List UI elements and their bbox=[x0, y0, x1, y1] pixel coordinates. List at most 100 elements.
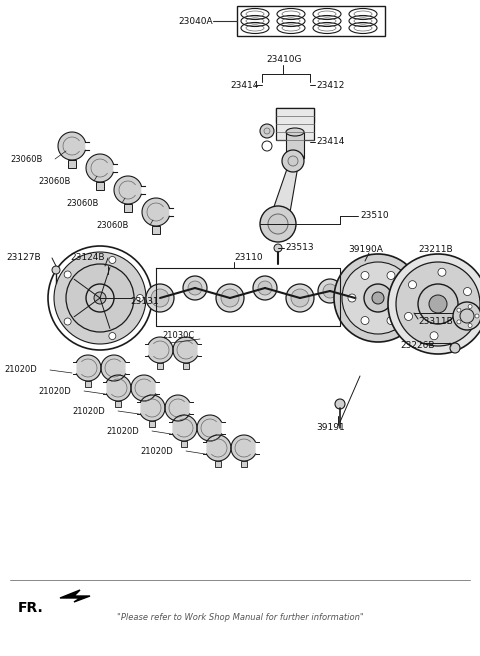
Circle shape bbox=[464, 287, 471, 296]
Circle shape bbox=[286, 284, 314, 312]
Circle shape bbox=[335, 399, 345, 409]
Circle shape bbox=[52, 266, 60, 274]
Circle shape bbox=[468, 323, 472, 327]
Polygon shape bbox=[172, 415, 197, 441]
Polygon shape bbox=[206, 435, 231, 461]
Bar bbox=[181, 441, 187, 447]
Circle shape bbox=[183, 276, 207, 300]
Circle shape bbox=[361, 316, 369, 325]
Circle shape bbox=[475, 314, 479, 318]
Circle shape bbox=[438, 268, 446, 276]
Circle shape bbox=[342, 262, 414, 334]
Text: 23124B: 23124B bbox=[70, 253, 105, 262]
Text: 23060B: 23060B bbox=[38, 176, 71, 186]
Circle shape bbox=[468, 304, 472, 308]
Polygon shape bbox=[173, 337, 198, 363]
Circle shape bbox=[323, 284, 337, 298]
Text: 23226B: 23226B bbox=[400, 342, 434, 350]
Circle shape bbox=[109, 333, 116, 340]
Circle shape bbox=[288, 156, 298, 166]
Bar bbox=[141, 401, 147, 407]
Polygon shape bbox=[231, 435, 255, 461]
Text: 21020D: 21020D bbox=[106, 426, 139, 436]
Circle shape bbox=[387, 316, 395, 325]
Circle shape bbox=[400, 294, 408, 302]
Circle shape bbox=[268, 214, 288, 234]
Circle shape bbox=[136, 295, 144, 302]
Bar bbox=[276, 108, 314, 122]
Circle shape bbox=[405, 312, 412, 321]
Circle shape bbox=[459, 319, 468, 327]
Bar bbox=[241, 461, 247, 467]
Ellipse shape bbox=[286, 154, 304, 162]
Circle shape bbox=[146, 284, 174, 312]
Circle shape bbox=[221, 289, 239, 307]
Text: 23127B: 23127B bbox=[6, 253, 41, 262]
Bar bbox=[152, 226, 160, 234]
Ellipse shape bbox=[286, 128, 304, 136]
Polygon shape bbox=[268, 166, 298, 224]
Ellipse shape bbox=[396, 262, 480, 346]
Bar bbox=[237, 6, 385, 36]
Circle shape bbox=[282, 150, 304, 172]
Polygon shape bbox=[107, 375, 131, 401]
Bar bbox=[207, 441, 213, 447]
Circle shape bbox=[253, 276, 277, 300]
Text: 23414: 23414 bbox=[316, 138, 344, 146]
Polygon shape bbox=[101, 355, 126, 381]
Circle shape bbox=[54, 252, 146, 344]
Circle shape bbox=[450, 343, 460, 353]
Bar bbox=[124, 204, 132, 212]
Text: FR.: FR. bbox=[18, 601, 44, 615]
Text: "Please refer to Work Shop Manual for further information": "Please refer to Work Shop Manual for fu… bbox=[117, 613, 363, 623]
Text: 23211B: 23211B bbox=[418, 245, 453, 255]
Bar bbox=[68, 160, 76, 168]
Text: 23414: 23414 bbox=[230, 81, 258, 89]
Circle shape bbox=[48, 246, 152, 350]
Text: 39191: 39191 bbox=[316, 424, 345, 432]
Circle shape bbox=[418, 284, 458, 324]
Polygon shape bbox=[197, 415, 222, 441]
Text: 23311B: 23311B bbox=[418, 318, 453, 327]
Bar bbox=[286, 132, 304, 158]
Text: 23131: 23131 bbox=[130, 298, 158, 306]
Circle shape bbox=[64, 318, 71, 325]
Circle shape bbox=[457, 308, 461, 312]
Bar bbox=[96, 182, 104, 190]
Text: 21030C: 21030C bbox=[162, 331, 194, 340]
Text: 23110: 23110 bbox=[234, 253, 263, 262]
Polygon shape bbox=[131, 375, 156, 401]
Circle shape bbox=[341, 284, 369, 312]
Bar bbox=[175, 421, 181, 427]
Circle shape bbox=[109, 256, 116, 264]
Bar bbox=[149, 421, 155, 427]
Polygon shape bbox=[142, 198, 169, 226]
Circle shape bbox=[346, 289, 364, 307]
Circle shape bbox=[364, 284, 392, 312]
Circle shape bbox=[348, 294, 356, 302]
Text: 39190A: 39190A bbox=[348, 245, 383, 255]
Circle shape bbox=[94, 292, 106, 304]
Ellipse shape bbox=[388, 254, 480, 354]
Bar bbox=[183, 363, 189, 369]
Circle shape bbox=[216, 284, 244, 312]
Circle shape bbox=[372, 292, 384, 304]
Text: 21020D: 21020D bbox=[140, 447, 173, 455]
Circle shape bbox=[260, 206, 296, 242]
Circle shape bbox=[318, 279, 342, 303]
Text: 21020D: 21020D bbox=[38, 386, 71, 396]
Circle shape bbox=[429, 295, 447, 313]
Polygon shape bbox=[165, 395, 190, 421]
Bar bbox=[115, 401, 121, 407]
Circle shape bbox=[457, 320, 461, 324]
Bar bbox=[276, 108, 314, 140]
Circle shape bbox=[264, 128, 270, 134]
Text: 21020D: 21020D bbox=[72, 407, 105, 415]
Circle shape bbox=[387, 272, 395, 279]
Text: 23060B: 23060B bbox=[10, 155, 42, 163]
Polygon shape bbox=[141, 395, 165, 421]
Circle shape bbox=[460, 309, 474, 323]
Polygon shape bbox=[58, 132, 85, 160]
Circle shape bbox=[453, 302, 480, 330]
Text: 21020D: 21020D bbox=[4, 365, 37, 375]
